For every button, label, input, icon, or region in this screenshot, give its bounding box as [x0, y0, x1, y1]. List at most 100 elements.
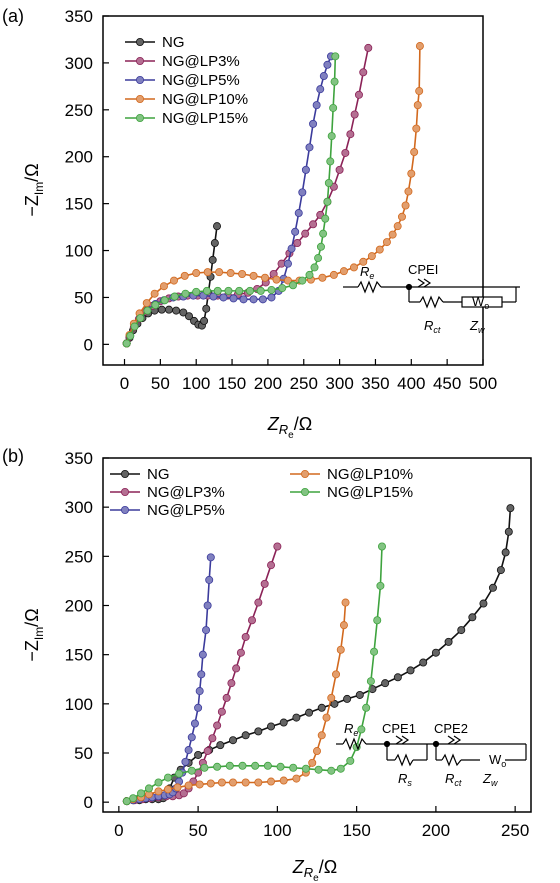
data-point — [175, 769, 184, 778]
data-point — [301, 165, 310, 174]
x-tick-label: 250 — [501, 821, 529, 840]
data-point — [210, 239, 219, 248]
data-point — [150, 289, 159, 298]
panel-a: (a) 0 50 100 150 200 250 300 350 0 50 100 150 200 25… — [2, 6, 520, 441]
legend-label: NG@LP5% — [162, 72, 240, 89]
data-point — [203, 601, 212, 610]
y-label-sub: Im — [32, 182, 46, 195]
data-point — [327, 693, 336, 702]
data-point — [415, 87, 424, 96]
data-point — [413, 101, 422, 110]
y-tick-label: 150 — [65, 195, 93, 214]
data-point — [341, 148, 350, 157]
data-point — [318, 273, 327, 282]
data-point — [305, 143, 314, 152]
legend-marker — [121, 505, 130, 514]
data-point — [382, 238, 391, 247]
data-point — [272, 275, 281, 284]
data-point — [310, 263, 319, 272]
x-tick-label: 200 — [254, 374, 282, 393]
data-point — [335, 165, 344, 174]
data-point — [404, 187, 413, 196]
svg-text:−ZIm/Ω: −ZIm/Ω — [22, 163, 46, 216]
data-point — [170, 292, 179, 301]
data-point — [321, 214, 330, 223]
x-tick-label: 100 — [182, 374, 210, 393]
data-point — [263, 761, 272, 770]
data-point — [336, 764, 345, 773]
data-point — [501, 548, 510, 557]
data-point — [322, 713, 331, 722]
data-point — [209, 292, 218, 301]
data-point — [330, 77, 339, 86]
y-tick-label: 100 — [65, 695, 93, 714]
data-point — [254, 778, 263, 787]
x-tick-label: 150 — [218, 374, 246, 393]
data-point — [169, 276, 178, 285]
data-point — [346, 130, 355, 139]
y-tick-label: 200 — [65, 148, 93, 167]
data-point — [205, 575, 214, 584]
data-point — [227, 679, 236, 688]
data-point — [415, 42, 424, 51]
data-point — [407, 169, 416, 178]
data-point — [248, 616, 257, 625]
data-point — [238, 269, 247, 278]
data-point — [373, 616, 382, 625]
data-point — [235, 286, 244, 295]
data-point — [267, 285, 276, 294]
panel-a-equivalent-circuit — [343, 278, 520, 309]
data-point — [225, 761, 234, 770]
data-point — [289, 763, 298, 772]
data-point — [229, 294, 238, 303]
data-point — [198, 650, 207, 659]
x-tick-label: 450 — [433, 374, 461, 393]
data-point — [202, 626, 211, 635]
legend-marker — [135, 76, 144, 85]
data-point — [195, 687, 204, 696]
series-NG@LP15% — [122, 52, 340, 348]
data-point — [159, 282, 168, 291]
data-point — [254, 727, 263, 736]
panel-a-circuit-rct: Rct — [424, 318, 441, 335]
data-point — [317, 731, 326, 740]
data-point — [350, 110, 359, 119]
data-point — [279, 776, 288, 785]
data-point — [273, 542, 282, 551]
legend-label: NG — [162, 34, 185, 51]
data-point — [364, 43, 373, 52]
data-point — [293, 239, 302, 248]
panel-a-series — [122, 42, 424, 348]
panel-b-series — [122, 504, 515, 806]
data-point — [332, 670, 341, 679]
data-point — [316, 85, 325, 94]
data-point — [192, 287, 201, 296]
x-tick-label: 200 — [422, 821, 450, 840]
y-tick-label: 0 — [84, 793, 93, 812]
series-line — [126, 508, 512, 802]
data-point — [381, 679, 390, 688]
x-tick-label: 350 — [361, 374, 389, 393]
data-point — [142, 299, 151, 308]
data-point — [292, 774, 301, 783]
data-point — [331, 52, 340, 61]
data-point — [144, 784, 153, 793]
series-NG@LP15% — [122, 542, 386, 806]
data-point — [157, 305, 166, 314]
panel-b-circuit-zw: Zw — [482, 771, 498, 788]
data-point — [137, 789, 146, 798]
data-point — [163, 773, 172, 782]
x-tick-label: 50 — [189, 821, 208, 840]
data-point — [376, 581, 385, 590]
data-point — [179, 789, 188, 798]
data-point — [122, 339, 131, 348]
data-point — [336, 645, 345, 654]
legend-label: NG@LP15% — [327, 484, 413, 501]
panel-b-circuit-cpe1: CPE1 — [382, 721, 416, 736]
data-point — [206, 553, 215, 562]
data-point — [195, 780, 204, 789]
legend-label: NG@LP3% — [147, 484, 225, 501]
panel-a-x-label: ZRe/Ω — [267, 414, 312, 441]
data-point — [213, 286, 222, 295]
